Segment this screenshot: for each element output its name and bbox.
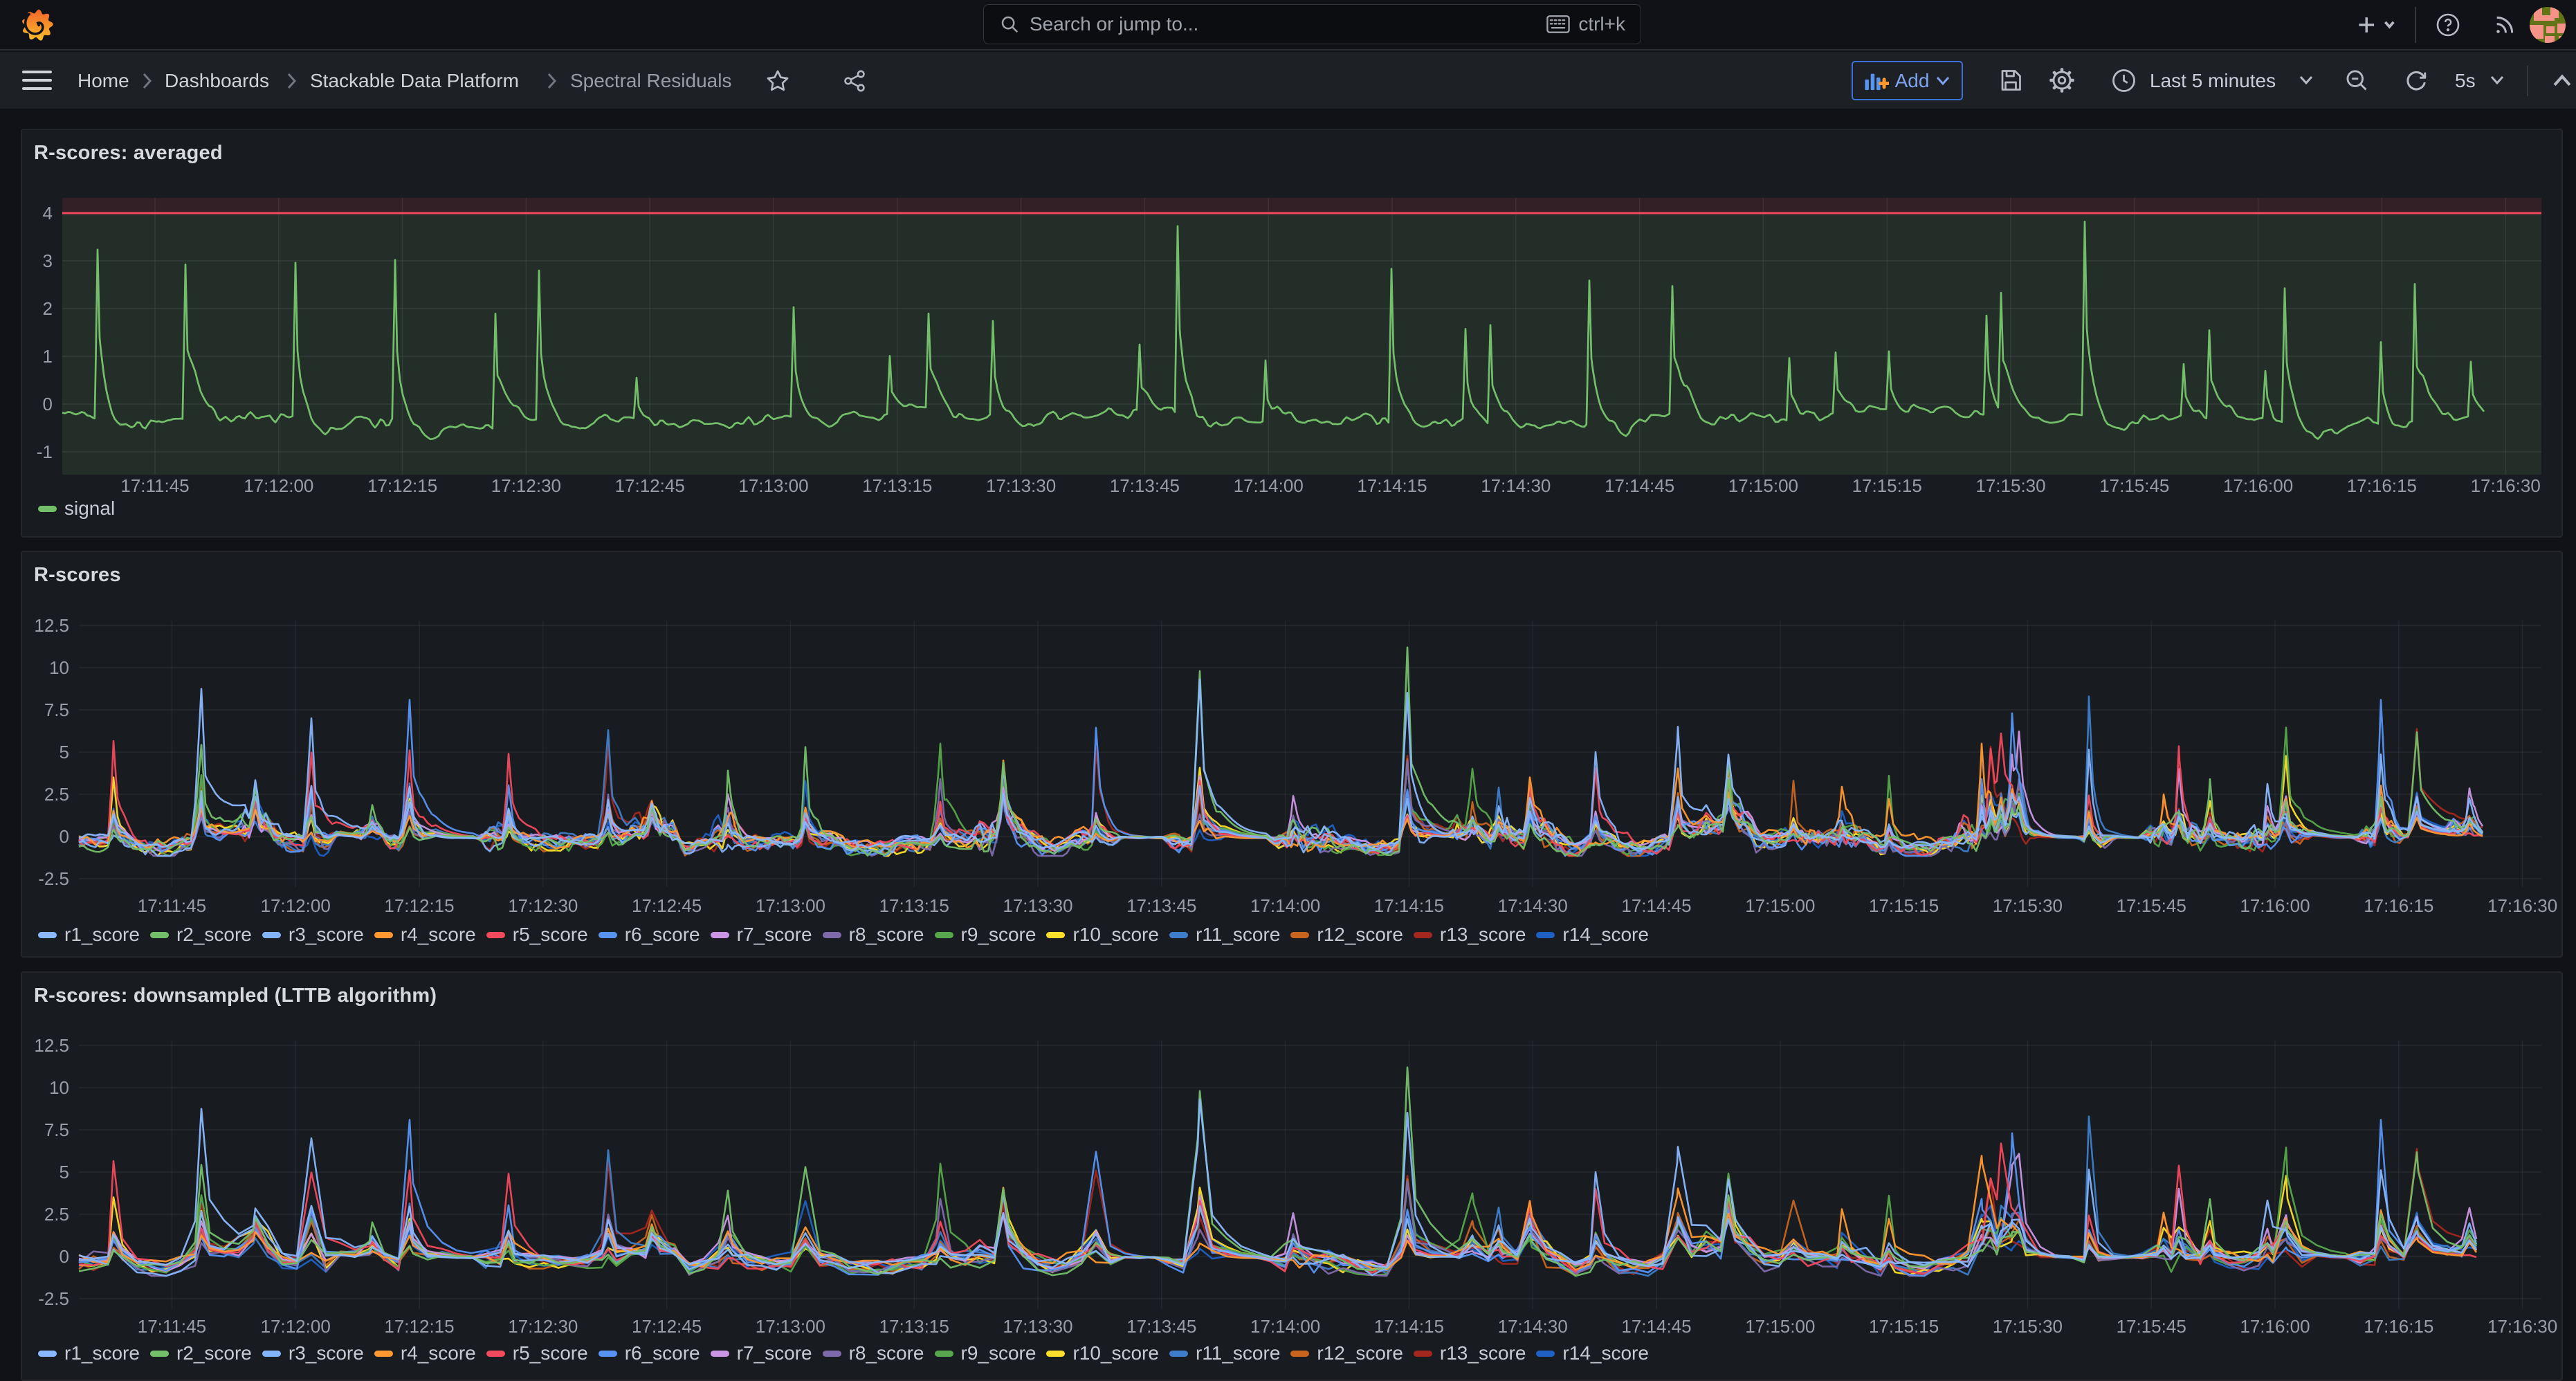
svg-text:17:15:30: 17:15:30: [1993, 895, 2063, 916]
svg-text:17:12:30: 17:12:30: [508, 1316, 578, 1337]
svg-text:1: 1: [43, 346, 53, 367]
svg-text:17:12:00: 17:12:00: [244, 475, 313, 496]
svg-text:17:16:15: 17:16:15: [2347, 475, 2417, 496]
svg-text:17:13:15: 17:13:15: [879, 895, 949, 916]
svg-text:4: 4: [43, 203, 53, 223]
svg-text:17:16:30: 17:16:30: [2471, 475, 2541, 496]
svg-text:12.5: 12.5: [34, 1035, 69, 1056]
svg-text:17:14:45: 17:14:45: [1605, 475, 1674, 496]
svg-text:2: 2: [43, 298, 53, 319]
svg-text:5: 5: [60, 742, 69, 762]
svg-text:-2.5: -2.5: [38, 1288, 69, 1309]
svg-text:17:13:30: 17:13:30: [986, 475, 1056, 496]
svg-text:17:12:00: 17:12:00: [261, 895, 331, 916]
svg-text:-2.5: -2.5: [38, 868, 69, 889]
svg-text:17:15:45: 17:15:45: [2117, 1316, 2186, 1337]
svg-text:17:15:45: 17:15:45: [2099, 475, 2169, 496]
svg-text:17:15:30: 17:15:30: [1975, 475, 2045, 496]
svg-text:17:15:45: 17:15:45: [2117, 895, 2186, 916]
svg-text:17:13:15: 17:13:15: [879, 1316, 949, 1337]
svg-text:2.5: 2.5: [44, 784, 69, 805]
svg-text:17:16:30: 17:16:30: [2487, 895, 2557, 916]
svg-text:17:13:30: 17:13:30: [1003, 1316, 1072, 1337]
svg-text:17:12:45: 17:12:45: [632, 1316, 702, 1337]
svg-text:0: 0: [43, 394, 53, 414]
svg-text:17:12:45: 17:12:45: [632, 895, 702, 916]
svg-text:17:12:45: 17:12:45: [615, 475, 685, 496]
svg-text:17:14:00: 17:14:00: [1250, 895, 1320, 916]
svg-text:7.5: 7.5: [44, 699, 69, 720]
svg-text:17:15:00: 17:15:00: [1745, 1316, 1815, 1337]
svg-text:17:12:15: 17:12:15: [384, 1316, 454, 1337]
svg-text:17:15:15: 17:15:15: [1852, 475, 1922, 496]
svg-text:17:14:30: 17:14:30: [1498, 895, 1568, 916]
svg-text:0: 0: [60, 1246, 69, 1267]
svg-text:0: 0: [60, 826, 69, 847]
svg-text:-1: -1: [37, 441, 53, 462]
svg-text:17:14:00: 17:14:00: [1250, 1316, 1320, 1337]
svg-text:17:13:30: 17:13:30: [1003, 895, 1072, 916]
svg-text:7.5: 7.5: [44, 1119, 69, 1140]
svg-text:17:16:00: 17:16:00: [2240, 895, 2310, 916]
svg-text:10: 10: [49, 1077, 69, 1098]
svg-text:12.5: 12.5: [34, 615, 69, 636]
svg-text:17:14:15: 17:14:15: [1374, 1316, 1444, 1337]
svg-text:17:13:00: 17:13:00: [738, 475, 808, 496]
svg-text:5: 5: [60, 1162, 69, 1182]
svg-text:17:15:15: 17:15:15: [1869, 895, 1939, 916]
svg-text:17:13:00: 17:13:00: [756, 1316, 825, 1337]
svg-text:17:11:45: 17:11:45: [120, 475, 189, 496]
svg-text:17:12:30: 17:12:30: [491, 475, 561, 496]
svg-text:17:14:30: 17:14:30: [1498, 1316, 1568, 1337]
svg-text:17:14:00: 17:14:00: [1234, 475, 1304, 496]
svg-text:17:12:15: 17:12:15: [384, 895, 454, 916]
svg-text:17:13:45: 17:13:45: [1110, 475, 1180, 496]
svg-text:3: 3: [43, 250, 53, 271]
svg-text:2.5: 2.5: [44, 1204, 69, 1225]
svg-text:17:15:00: 17:15:00: [1728, 475, 1798, 496]
svg-text:17:16:30: 17:16:30: [2487, 1316, 2557, 1337]
svg-text:17:16:00: 17:16:00: [2223, 475, 2293, 496]
svg-text:17:13:15: 17:13:15: [862, 475, 932, 496]
svg-text:17:16:15: 17:16:15: [2364, 1316, 2433, 1337]
svg-text:17:16:15: 17:16:15: [2364, 895, 2433, 916]
svg-text:17:12:15: 17:12:15: [367, 475, 437, 496]
svg-text:17:11:45: 17:11:45: [138, 895, 206, 916]
svg-text:17:13:45: 17:13:45: [1126, 895, 1196, 916]
svg-text:17:14:45: 17:14:45: [1621, 1316, 1691, 1337]
svg-text:17:14:15: 17:14:15: [1357, 475, 1427, 496]
svg-text:17:12:30: 17:12:30: [508, 895, 578, 916]
svg-text:17:14:15: 17:14:15: [1374, 895, 1444, 916]
svg-text:17:13:45: 17:13:45: [1126, 1316, 1196, 1337]
svg-text:17:15:15: 17:15:15: [1869, 1316, 1939, 1337]
svg-text:10: 10: [49, 657, 69, 678]
svg-text:17:13:00: 17:13:00: [756, 895, 825, 916]
svg-text:17:11:45: 17:11:45: [138, 1316, 206, 1337]
svg-text:17:14:45: 17:14:45: [1621, 895, 1691, 916]
svg-text:17:14:30: 17:14:30: [1481, 475, 1551, 496]
svg-text:17:15:30: 17:15:30: [1993, 1316, 2063, 1337]
svg-text:17:12:00: 17:12:00: [261, 1316, 331, 1337]
svg-text:17:15:00: 17:15:00: [1745, 895, 1815, 916]
svg-text:17:16:00: 17:16:00: [2240, 1316, 2310, 1337]
